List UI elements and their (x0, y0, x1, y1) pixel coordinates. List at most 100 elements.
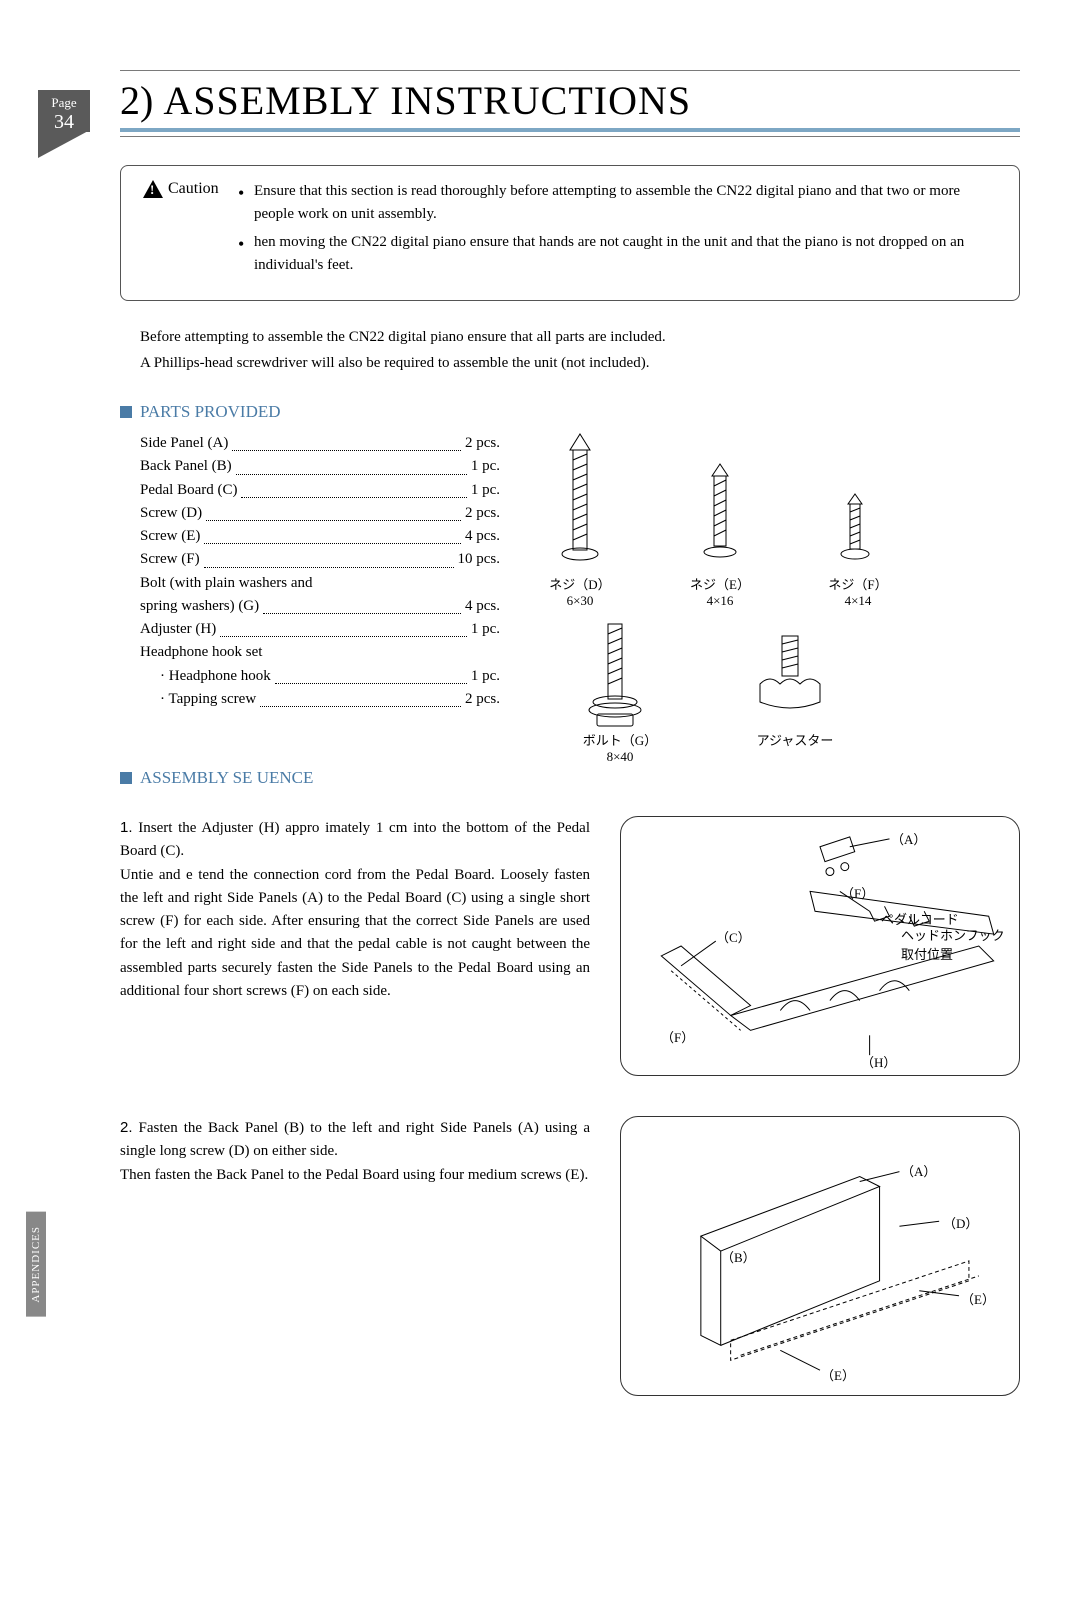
step-body: Fasten the Back Panel (B) to the left an… (120, 1120, 590, 1183)
dot-leader (236, 455, 467, 474)
adjuster-h-label: アジャスター (745, 730, 845, 749)
step-2-figure: （A） （B） （D） （E） （E） (620, 1116, 1020, 1396)
step-body: Insert the Adjuster (H) appro imately 1 … (120, 820, 590, 999)
part-qty: 1 pc. (471, 665, 500, 688)
part-qty: 1 pc. (471, 455, 500, 478)
appendices-label: APPENDICES (30, 1226, 42, 1303)
dot-leader (204, 525, 461, 544)
dot-leader (241, 479, 466, 498)
step-1: 1. Insert the Adjuster (H) appro imately… (120, 816, 1020, 1076)
part-label: spring washers) (G) (140, 595, 259, 618)
part-label: Screw (F) (140, 548, 200, 571)
parts-list-row: Screw (D) 2 pcs. (140, 502, 500, 525)
screw-e-icon (690, 462, 750, 572)
caution-bullet: hen moving the CN22 digital piano ensure… (238, 231, 997, 276)
top-rule (120, 70, 1020, 71)
part-qty: 2 pcs. (465, 432, 500, 455)
screw-e-label: ネジ（E） 4×16 (680, 574, 760, 609)
heading-square-icon (120, 772, 132, 784)
step-num: 2. (120, 1119, 133, 1136)
parts-list-row: · Headphone hook 1 pc. (140, 665, 500, 688)
fig1-f2: （F） (661, 1027, 694, 1046)
fig2-a: （A） (901, 1161, 936, 1180)
step-1-text: 1. Insert the Adjuster (H) appro imately… (120, 816, 590, 1076)
step-2-text: 2. Fasten the Back Panel (B) to the left… (120, 1116, 590, 1396)
step-num: 1. (120, 819, 133, 836)
screw-f-icon (830, 492, 880, 572)
fig2-d: （D） (943, 1213, 978, 1232)
parts-list-row: spring washers) (G) 4 pcs. (140, 595, 500, 618)
heading-text: PARTS PROVIDED (140, 402, 281, 422)
parts-list-row: Screw (E) 4 pcs. (140, 525, 500, 548)
dot-leader (275, 665, 467, 684)
adjuster-h-icon (740, 632, 840, 722)
part-qty: 2 pcs. (465, 502, 500, 525)
fig1-a: （A） (891, 829, 926, 848)
caution-label: Caution (143, 180, 238, 282)
fig2-e2: （E） (821, 1365, 855, 1384)
under-rule (120, 136, 1020, 137)
parts-list-row: Pedal Board (C) 1 pc. (140, 479, 500, 502)
part-label: · Tapping screw (160, 688, 256, 711)
fig2-b: （B） (721, 1247, 756, 1266)
bolt-g-icon (580, 622, 650, 732)
dot-leader (263, 595, 461, 614)
parts-list-row: Screw (F) 10 pcs. (140, 548, 500, 571)
part-qty: 1 pc. (471, 479, 500, 502)
caution-text: Caution (168, 180, 219, 198)
part-qty: 4 pcs. (465, 595, 500, 618)
intro-line: Before attempting to assemble the CN22 d… (140, 325, 1020, 351)
fig1-c: （C） (716, 927, 751, 946)
dot-leader (232, 432, 461, 451)
parts-list: Side Panel (A)2 pcs.Back Panel (B)1 pc.P… (140, 432, 500, 742)
bolt-g-label: ボルト（G） 8×40 (575, 730, 665, 765)
part-label: · Headphone hook (160, 665, 271, 688)
part-label: Bolt (with plain washers and (140, 572, 312, 595)
part-qty: 1 pc. (471, 618, 500, 641)
dot-leader (220, 618, 467, 637)
parts-list-row: · Tapping screw2 pcs. (140, 688, 500, 711)
dot-leader (206, 502, 461, 521)
title-main: ASSEMBLY INSTRUCTIONS (163, 77, 691, 124)
parts-heading: PARTS PROVIDED (120, 402, 1020, 422)
part-label: Screw (E) (140, 525, 200, 548)
heading-square-icon (120, 406, 132, 418)
parts-list-row: Side Panel (A) 2 pcs. (140, 432, 500, 455)
parts-list-row: Adjuster (H) 1 pc. (140, 618, 500, 641)
heading-text: ASSEMBLY SE UENCE (140, 768, 313, 788)
page-title: 2) ASSEMBLY INSTRUCTIONS (120, 77, 1020, 132)
part-label: Back Panel (B) (140, 455, 232, 478)
title-prefix: 2) (120, 77, 153, 124)
part-label: Adjuster (H) (140, 618, 216, 641)
warning-icon (143, 180, 163, 198)
dot-leader (204, 548, 454, 567)
fig1-h: （H） (861, 1052, 896, 1071)
caution-box: Caution Ensure that this section is read… (120, 165, 1020, 301)
screw-d-icon (550, 432, 610, 572)
part-label: Screw (D) (140, 502, 202, 525)
part-qty: 10 pcs. (458, 548, 501, 571)
page-label: Page (51, 95, 76, 110)
screw-f-label: ネジ（F） 4×14 (818, 574, 898, 609)
part-qty: 4 pcs. (465, 525, 500, 548)
step-1-figure: （A） （F） ペダルコード ヘッドホンフック取付位置 （C） （F） （H） (620, 816, 1020, 1076)
part-label: Pedal Board (C) (140, 479, 237, 502)
assembly-heading: ASSEMBLY SE UENCE (120, 768, 1020, 788)
dot-leader (260, 688, 461, 707)
appendices-tab: APPENDICES (26, 1212, 46, 1317)
parts-list-row: Headphone hook set (140, 641, 500, 664)
corner-decoration (38, 130, 90, 158)
parts-list-row: Bolt (with plain washers and (140, 572, 500, 595)
screw-d-label: ネジ（D） 6×30 (540, 574, 620, 609)
parts-list-row: Back Panel (B) 1 pc. (140, 455, 500, 478)
caution-bullet: Ensure that this section is read thoroug… (238, 180, 997, 225)
intro-line: A Phillips-head screwdriver will also be… (140, 351, 1020, 377)
fig1-f: （F） (841, 883, 874, 902)
intro-text: Before attempting to assemble the CN22 d… (140, 325, 1020, 376)
step-2: 2. Fasten the Back Panel (B) to the left… (120, 1116, 1020, 1396)
part-label: Headphone hook set (140, 641, 262, 664)
part-label: Side Panel (A) (140, 432, 228, 455)
caution-bullets: Ensure that this section is read thoroug… (238, 180, 997, 282)
fig1-hp: ヘッドホンフック取付位置 (901, 925, 1011, 963)
page-number-tab: Page 34 (38, 90, 90, 132)
